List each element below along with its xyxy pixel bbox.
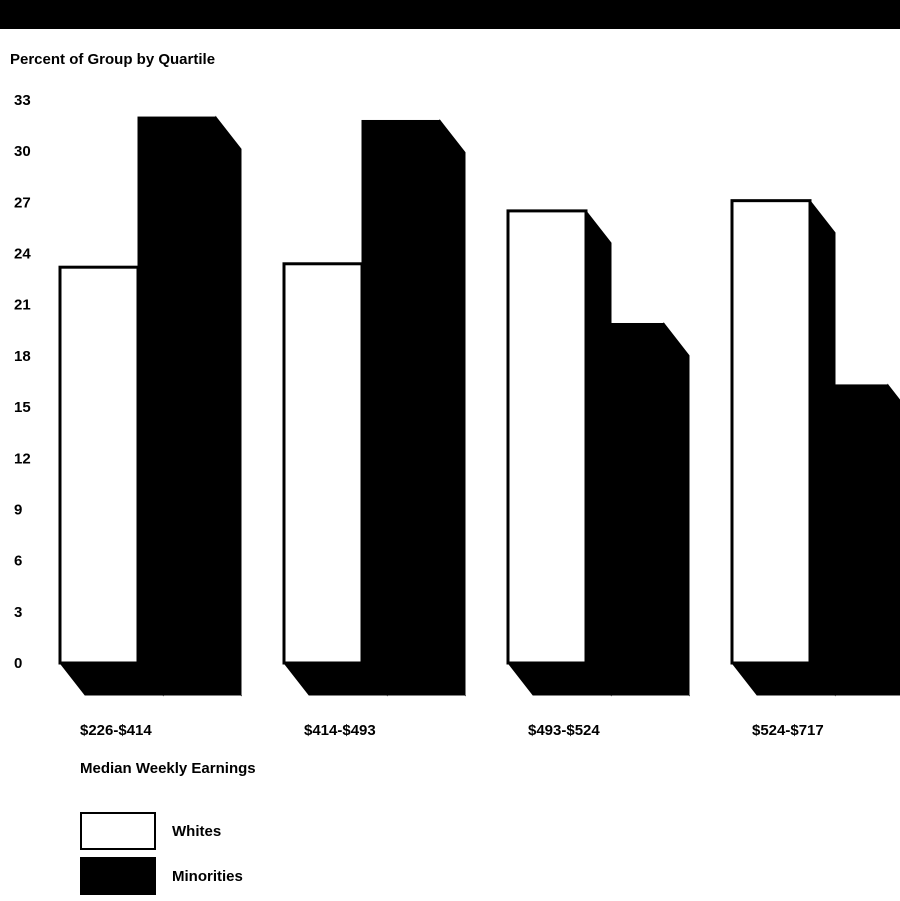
bar-whites bbox=[730, 199, 812, 665]
x-category-label: $414-$493 bbox=[304, 722, 376, 739]
y-axis-title: Percent of Group by Quartile bbox=[10, 51, 216, 68]
y-tick-label: 6 bbox=[14, 553, 22, 570]
x-axis-title: Median Weekly Earnings bbox=[80, 760, 256, 777]
legend-item-whites: Whites bbox=[80, 811, 243, 851]
y-tick-label: 15 bbox=[14, 399, 31, 416]
y-tick-label: 21 bbox=[14, 297, 31, 314]
bar-minorities bbox=[585, 322, 665, 664]
bar-whites bbox=[506, 209, 588, 665]
x-category-label: $524-$717 bbox=[752, 722, 824, 739]
legend-label-minorities: Minorities bbox=[172, 867, 243, 885]
legend: Whites Minorities bbox=[80, 811, 243, 901]
y-tick-label: 18 bbox=[14, 348, 31, 365]
y-tick-label: 33 bbox=[14, 92, 31, 109]
y-tick-label: 24 bbox=[14, 246, 31, 263]
bar-side-minorities bbox=[663, 322, 690, 697]
bar-whites bbox=[58, 265, 140, 665]
bar-minorities bbox=[361, 119, 441, 664]
x-category-label: $226-$414 bbox=[80, 722, 152, 739]
legend-swatch-minorities bbox=[80, 857, 156, 895]
legend-label-whites: Whites bbox=[172, 822, 222, 840]
bar-side-minorities bbox=[215, 115, 242, 697]
legend-item-minorities: Minorities bbox=[80, 856, 243, 896]
y-tick-label: 27 bbox=[14, 194, 31, 211]
bar-chart: 0 3 6 9 12 15 18 21 24 27 30 33 $226-$414 $414-$493 $4… bbox=[14, 92, 900, 739]
bar-minorities bbox=[809, 384, 889, 664]
y-tick-label: 0 bbox=[14, 655, 22, 672]
y-tick-label: 30 bbox=[14, 143, 31, 160]
y-tick-label: 12 bbox=[14, 450, 31, 467]
bar-minorities bbox=[137, 116, 217, 664]
bar-whites bbox=[282, 262, 364, 665]
top-banner-bar bbox=[0, 0, 900, 29]
legend-swatch-whites bbox=[80, 812, 156, 850]
y-tick-label: 3 bbox=[14, 604, 22, 621]
y-tick-label: 9 bbox=[14, 501, 22, 518]
bar-side-minorities bbox=[887, 383, 900, 680]
bar-side-minorities bbox=[439, 119, 466, 697]
x-category-label: $493-$524 bbox=[528, 722, 600, 739]
